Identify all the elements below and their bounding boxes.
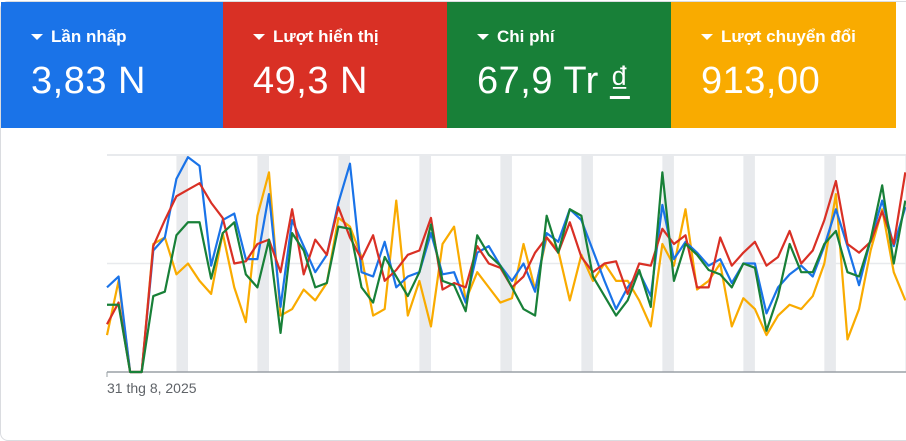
series-line-1 <box>106 156 906 374</box>
metric-name: Chi phí <box>497 27 555 46</box>
scorecard-label[interactable]: Lần nhấp <box>31 26 223 48</box>
series-line-4 <box>105 171 906 374</box>
scorecard-label[interactable]: Lượt chuyển đổi <box>701 26 896 48</box>
scorecard-3[interactable]: Chi phí 67,9 Tr ₫ <box>447 2 671 128</box>
series-line-3 <box>107 171 906 374</box>
metric-value-number: 49,3 N <box>253 60 368 102</box>
scorecard-1[interactable]: Lần nhấp 3,83 N <box>1 2 223 128</box>
metric-value-number: 3,83 N <box>31 60 146 102</box>
metric-value-number: 67,9 Tr <box>477 60 599 102</box>
metric-value-number: 913,00 <box>701 60 821 102</box>
metric-value: 3,83 N <box>31 60 223 103</box>
dropdown-triangle-icon[interactable] <box>701 34 713 40</box>
scorecard-label[interactable]: Lượt hiển thị <box>253 26 447 48</box>
metric-value: 67,9 Tr ₫ <box>477 60 671 103</box>
scorecard-row: Lần nhấp 3,83 N Lượt hiển thị 49,3 N Chi p… <box>1 2 896 128</box>
x-axis-start-label: 31 thg 8, 2025 <box>107 380 197 396</box>
metric-name: Lượt chuyển đổi <box>721 27 856 46</box>
metric-name: Lần nhấp <box>51 27 127 46</box>
dropdown-triangle-icon[interactable] <box>31 34 43 40</box>
scorecard-2[interactable]: Lượt hiển thị 49,3 N <box>223 2 447 128</box>
currency-symbol: ₫ <box>609 60 630 102</box>
dropdown-triangle-icon[interactable] <box>253 34 265 40</box>
metric-value: 913,00 <box>701 60 896 103</box>
metric-value: 49,3 N <box>253 60 447 103</box>
scorecard-4[interactable]: Lượt chuyển đổi 913,00 <box>671 2 896 128</box>
performance-line-chart <box>105 154 906 377</box>
scorecard-label[interactable]: Chi phí <box>477 26 671 48</box>
metric-name: Lượt hiển thị <box>273 27 379 46</box>
dropdown-triangle-icon[interactable] <box>477 34 489 40</box>
